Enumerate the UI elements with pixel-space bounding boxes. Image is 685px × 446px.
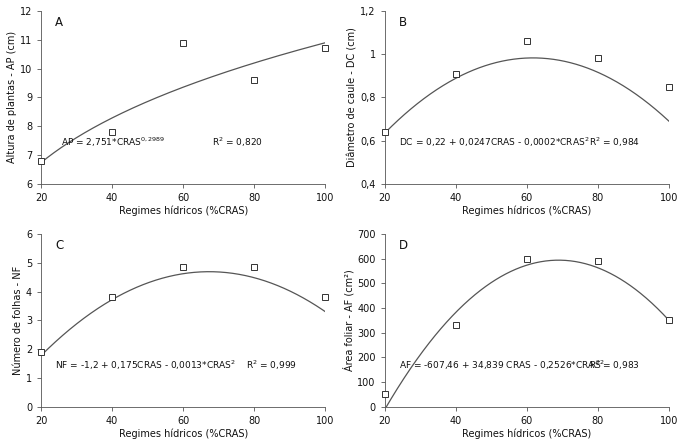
Text: NF = -1,2 + 0,175CRAS - 0,0013*CRAS$^{2}$: NF = -1,2 + 0,175CRAS - 0,0013*CRAS$^{2}… xyxy=(55,359,236,372)
Text: R$^{2}$ = 0,983: R$^{2}$ = 0,983 xyxy=(589,359,640,372)
Text: R$^{2}$ = 0,999: R$^{2}$ = 0,999 xyxy=(246,359,297,372)
Y-axis label: Altura de plantas - AP (cm): Altura de plantas - AP (cm) xyxy=(7,31,17,163)
Y-axis label: Área foliar - AF (cm²): Área foliar - AF (cm²) xyxy=(343,269,354,371)
Text: AF = -607,46 + 34,839 CRAS - 0,2526*CRAS$^{2}$: AF = -607,46 + 34,839 CRAS - 0,2526*CRAS… xyxy=(399,359,605,372)
Text: AP = 2,751*CRAS$^{0,2989}$: AP = 2,751*CRAS$^{0,2989}$ xyxy=(61,136,165,149)
X-axis label: Regimes hídricos (%CRAS): Regimes hídricos (%CRAS) xyxy=(462,206,591,216)
X-axis label: Regimes hídricos (%CRAS): Regimes hídricos (%CRAS) xyxy=(462,429,591,439)
Text: D: D xyxy=(399,239,408,252)
Text: C: C xyxy=(55,239,64,252)
Text: R$^{2}$ = 0,984: R$^{2}$ = 0,984 xyxy=(589,136,640,149)
X-axis label: Regimes hídricos (%CRAS): Regimes hídricos (%CRAS) xyxy=(119,429,248,439)
Y-axis label: Diâmetro de caule - DC (cm): Diâmetro de caule - DC (cm) xyxy=(347,27,358,167)
Text: R$^{2}$ = 0,820: R$^{2}$ = 0,820 xyxy=(212,136,262,149)
Text: DC = 0,22 + 0,0247CRAS - 0,0002*CRAS$^{2}$: DC = 0,22 + 0,0247CRAS - 0,0002*CRAS$^{2… xyxy=(399,136,589,149)
X-axis label: Regimes hídricos (%CRAS): Regimes hídricos (%CRAS) xyxy=(119,206,248,216)
Text: B: B xyxy=(399,16,407,29)
Text: A: A xyxy=(55,16,63,29)
Y-axis label: Número de folhas - NF: Número de folhas - NF xyxy=(13,266,23,375)
